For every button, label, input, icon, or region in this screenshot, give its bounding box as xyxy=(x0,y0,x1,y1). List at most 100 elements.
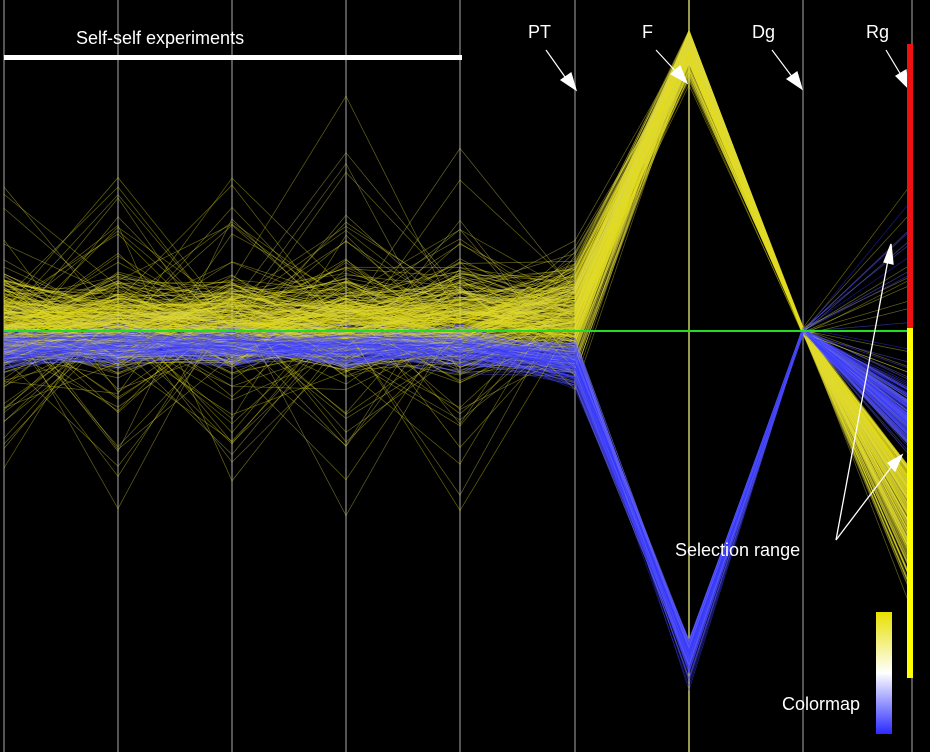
data-polyline xyxy=(3,32,913,486)
data-polyline xyxy=(3,43,913,539)
data-polyline xyxy=(3,331,913,649)
data-polyline xyxy=(3,54,913,548)
data-polyline xyxy=(3,38,913,374)
data-polyline xyxy=(3,330,913,650)
data-polyline xyxy=(3,36,913,483)
data-polyline xyxy=(3,73,913,547)
data-polyline xyxy=(3,37,913,497)
data-polyline xyxy=(3,61,913,488)
data-polyline xyxy=(3,35,913,611)
selection-range-label: Selection range xyxy=(675,540,800,560)
data-polyline xyxy=(3,332,913,643)
data-polyline xyxy=(3,69,913,521)
data-polyline xyxy=(3,332,913,658)
data-polyline xyxy=(3,70,913,532)
data-polyline xyxy=(3,28,913,510)
arrow-head-icon xyxy=(886,453,904,473)
data-polyline xyxy=(3,42,913,549)
data-polyline xyxy=(3,35,913,530)
data-polyline xyxy=(3,37,913,472)
data-polyline xyxy=(3,333,913,644)
data-polyline xyxy=(3,329,913,653)
data-polyline xyxy=(3,34,913,413)
data-polyline xyxy=(3,31,913,499)
data-polyline xyxy=(3,71,913,477)
label-arrows xyxy=(545,49,909,92)
data-polyline xyxy=(3,33,913,552)
data-polyline xyxy=(3,325,913,670)
data-polyline xyxy=(3,37,913,474)
data-polyline xyxy=(3,31,913,505)
data-polyline xyxy=(3,55,913,503)
data-polyline xyxy=(3,37,913,476)
data-polyline xyxy=(3,328,913,650)
data-polyline xyxy=(3,328,913,664)
data-polyline xyxy=(3,35,913,533)
data-polyline xyxy=(3,72,913,499)
data-polyline xyxy=(3,31,913,519)
data-polyline xyxy=(3,29,913,332)
data-polyline xyxy=(3,330,913,646)
colormap-label: Colormap xyxy=(782,694,860,714)
data-polyline xyxy=(3,324,913,649)
data-polyline xyxy=(3,49,913,488)
data-polyline xyxy=(3,29,913,489)
axis-label-rg: Rg xyxy=(866,22,889,42)
data-polyline xyxy=(3,52,913,493)
data-polyline xyxy=(3,58,913,499)
data-polyline xyxy=(3,329,913,652)
data-polyline xyxy=(3,326,913,667)
data-polyline xyxy=(3,65,913,565)
data-polyline xyxy=(3,331,913,647)
data-polyline xyxy=(3,332,913,652)
data-polyline xyxy=(3,78,913,473)
data-polyline xyxy=(3,328,913,650)
data-polyline xyxy=(3,328,913,655)
data-polyline xyxy=(3,58,913,556)
data-polyline xyxy=(3,33,913,506)
data-polyline xyxy=(3,48,913,507)
data-polyline xyxy=(3,34,913,521)
data-polyline xyxy=(3,46,913,496)
data-polyline xyxy=(3,49,913,584)
axis-label-pt: PT xyxy=(528,22,551,42)
data-polyline xyxy=(3,32,913,508)
data-polyline xyxy=(3,38,913,517)
selection-range-upper-bar[interactable] xyxy=(907,44,913,328)
data-polyline xyxy=(3,41,913,475)
data-polyline xyxy=(3,43,913,474)
data-polyline xyxy=(3,332,913,652)
data-polyline xyxy=(3,331,913,644)
data-polyline xyxy=(3,29,913,497)
data-polyline xyxy=(3,30,913,556)
data-polyline xyxy=(3,332,913,667)
data-polyline xyxy=(3,53,913,486)
data-polyline xyxy=(3,31,913,347)
data-polyline xyxy=(3,43,913,488)
data-polyline xyxy=(3,330,913,647)
data-polyline xyxy=(3,50,913,543)
data-polyline xyxy=(3,330,913,661)
data-polyline xyxy=(3,325,913,658)
data-polyline xyxy=(3,38,913,514)
data-polyline xyxy=(3,333,913,656)
data-polyline xyxy=(3,68,913,473)
data-polyline xyxy=(3,330,913,647)
arrow-head-icon xyxy=(895,69,909,90)
data-polyline xyxy=(3,329,913,668)
data-polyline xyxy=(3,61,913,496)
data-polyline xyxy=(3,330,913,664)
data-polyline xyxy=(3,60,913,338)
data-polyline xyxy=(3,34,913,501)
data-polyline xyxy=(3,52,913,476)
selection-range-lower-bar[interactable] xyxy=(907,328,913,678)
data-polyline xyxy=(3,330,913,647)
data-polyline xyxy=(3,327,913,655)
data-polyline xyxy=(3,327,913,647)
data-polyline xyxy=(3,62,913,512)
data-polyline xyxy=(3,45,913,481)
data-polyline xyxy=(3,39,913,550)
data-polyline xyxy=(3,331,913,653)
data-polyline xyxy=(3,74,913,475)
data-polyline xyxy=(3,322,913,660)
